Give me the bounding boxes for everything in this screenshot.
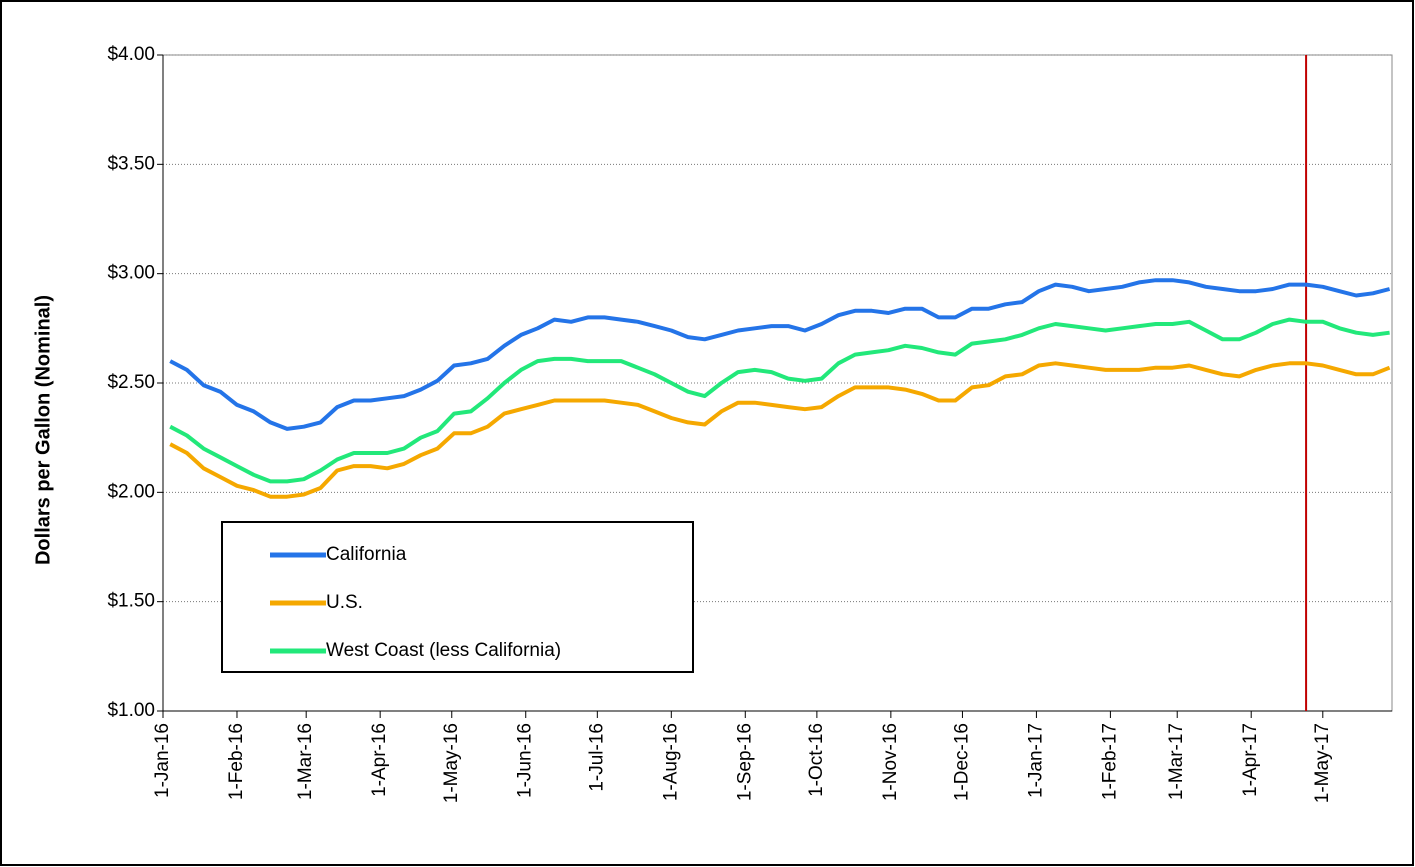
legend-label: West Coast (less California) bbox=[326, 640, 561, 661]
x-tick-label: 1-Jan-17 bbox=[1025, 723, 1046, 798]
y-tick-label: $3.50 bbox=[107, 153, 155, 174]
y-tick-label: $4.00 bbox=[107, 44, 155, 65]
x-tick-label: 1-Feb-17 bbox=[1099, 723, 1120, 800]
x-tick-label: 1-May-16 bbox=[441, 723, 462, 803]
series-line bbox=[169, 278, 1391, 431]
x-tick-label: 1-May-17 bbox=[1312, 723, 1333, 803]
legend-label: U.S. bbox=[326, 592, 363, 613]
x-tick-label: 1-Mar-16 bbox=[295, 723, 316, 800]
x-tick-label: 1-Feb-16 bbox=[226, 723, 247, 800]
y-tick-label: $1.50 bbox=[107, 591, 155, 612]
y-axis-label: Dollars per Gallon (Nominal) bbox=[32, 295, 54, 565]
y-tick-label: $1.00 bbox=[107, 700, 155, 721]
x-tick-label: 1-Oct-16 bbox=[806, 723, 827, 797]
x-tick-label: 1-Sep-16 bbox=[734, 723, 755, 801]
y-tick-label: $2.00 bbox=[107, 481, 155, 502]
legend-box bbox=[221, 521, 694, 673]
x-tick-label: 1-Jun-16 bbox=[515, 723, 536, 798]
x-tick-label: 1-Jan-16 bbox=[152, 723, 173, 798]
y-tick-label: $2.50 bbox=[107, 372, 155, 393]
series-line bbox=[169, 317, 1390, 484]
x-tick-label: 1-Nov-16 bbox=[880, 723, 901, 801]
x-tick-label: 1-Mar-17 bbox=[1166, 723, 1187, 800]
series-line bbox=[169, 361, 1391, 499]
legend-label: California bbox=[326, 544, 407, 565]
x-tick-label: 1-Aug-16 bbox=[660, 723, 681, 801]
x-tick-label: 1-Dec-16 bbox=[951, 723, 972, 801]
x-tick-label: 1-Apr-17 bbox=[1240, 723, 1261, 797]
y-tick-label: $3.00 bbox=[107, 263, 155, 284]
x-tick-label: 1-Apr-16 bbox=[369, 723, 390, 797]
x-tick-label: 1-Jul-16 bbox=[586, 723, 607, 792]
